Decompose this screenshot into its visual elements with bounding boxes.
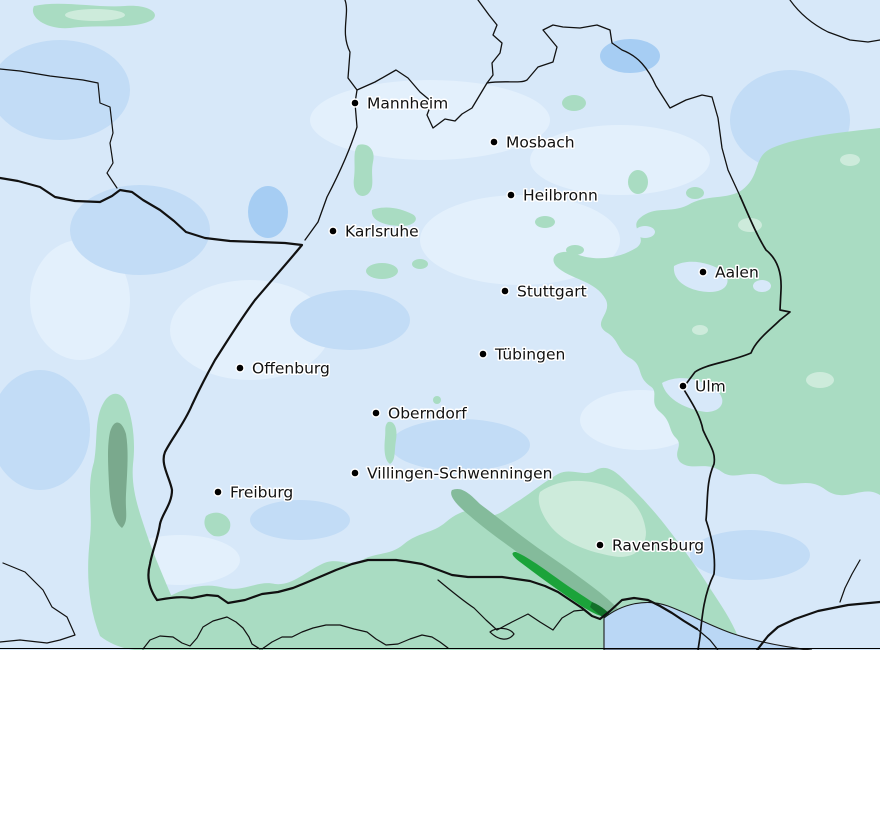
city-dot-heilbronn [506,190,516,200]
city-label-heilbronn: Heilbronn [523,187,598,205]
city-dot-tübingen [478,349,488,359]
city-dot-aalen [698,267,708,277]
city-dot-villingen-schwenningen [350,468,360,478]
lake-constance [603,601,813,650]
city-label-oberndorf: Oberndorf [388,405,467,423]
city-label-villingen-schwenningen: Villingen-Schwenningen [367,465,552,483]
city-dot-ravensburg [595,540,605,550]
footer: Temperatur in 2m (in °C) Modell: ICON-D2… [0,650,880,830]
blue-pockets [635,226,771,412]
city-label-ulm: Ulm [695,378,726,396]
city-label-ravensburg: Ravensburg [612,537,704,555]
temperature-map: Mannheim Mosbach Heilbronn Karlsruhe Aalen St… [0,0,880,650]
city-dot-karlsruhe [328,226,338,236]
map-frame-bottom [0,648,880,649]
city-dot-ulm [678,381,688,391]
city-dot-stuttgart [500,286,510,296]
city-label-aalen: Aalen [715,264,759,282]
city-label-mannheim: Mannheim [367,95,448,113]
city-dot-mannheim [350,98,360,108]
city-label-mosbach: Mosbach [506,134,575,152]
city-dot-mosbach [489,137,499,147]
city-dot-oberndorf [371,408,381,418]
state-country-borders [0,0,880,650]
pale-green-overlays [65,9,860,557]
city-label-stuttgart: Stuttgart [517,283,587,301]
city-label-tübingen: Tübingen [494,346,565,364]
city-dot-offenburg [235,363,245,373]
city-label-freiburg: Freiburg [230,484,293,502]
city-markers: Mannheim Mosbach Heilbronn Karlsruhe Aalen St… [213,93,760,556]
city-label-karlsruhe: Karlsruhe [345,223,419,241]
map-canvas: Mannheim Mosbach Heilbronn Karlsruhe Aalen St… [0,0,880,650]
warm-green-streaks [108,422,626,622]
city-label-offenburg: Offenburg [252,360,330,378]
city-dot-freiburg [213,487,223,497]
